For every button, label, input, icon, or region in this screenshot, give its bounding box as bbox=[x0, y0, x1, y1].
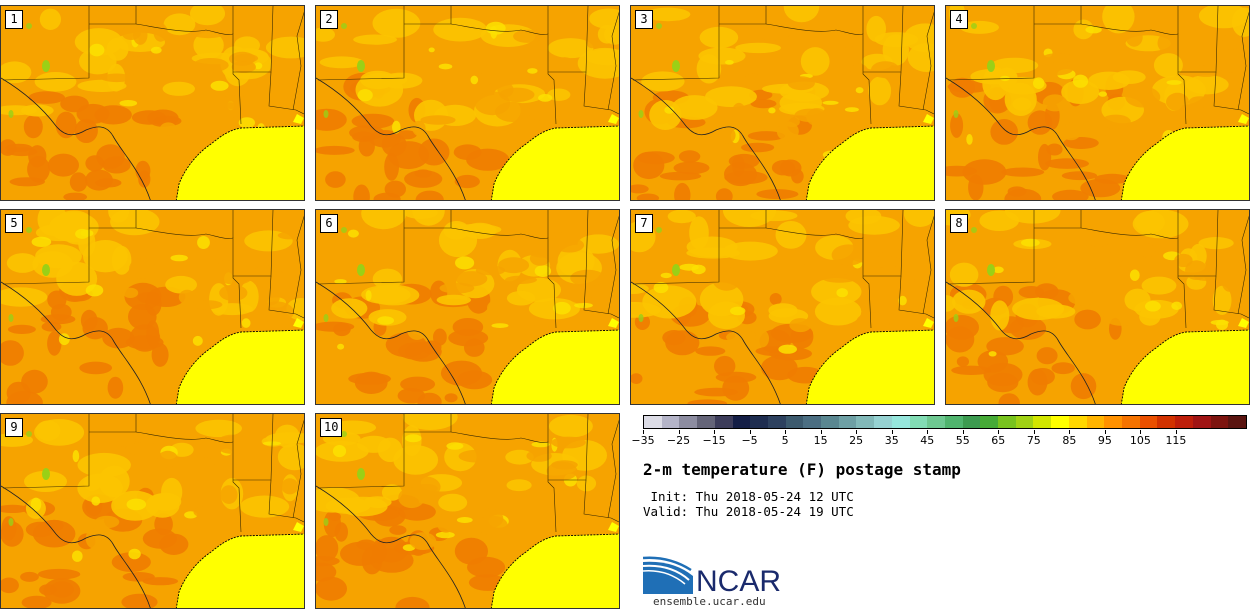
colorbar-swatch bbox=[838, 416, 857, 428]
ensemble-member-panel[interactable]: 7 bbox=[630, 209, 935, 405]
colorbar-tick-label: 105 bbox=[1129, 434, 1151, 447]
colorbar-tick-label: 85 bbox=[1062, 434, 1077, 447]
colorbar-tick-label: −15 bbox=[702, 434, 726, 447]
colorbar-tick-label: 95 bbox=[1097, 434, 1112, 447]
colorbar-swatch bbox=[661, 416, 680, 428]
colorbar-ticks: −35 −25 −15 −5 5 15 25 35 45 55 65 75 85 95 105 115 bbox=[631, 430, 1247, 452]
member-number-label: 2 bbox=[320, 10, 338, 29]
colorbar-swatch bbox=[679, 416, 698, 428]
plot-title: 2-m temperature (F) postage stamp bbox=[643, 460, 961, 479]
member-number-label: 10 bbox=[320, 418, 343, 437]
colorbar-swatch bbox=[998, 416, 1016, 428]
colorbar-tick bbox=[1069, 430, 1071, 434]
ensemble-member-panel[interactable]: 6 bbox=[315, 209, 620, 405]
colorbar-swatch bbox=[1192, 416, 1211, 428]
colorbar-swatch bbox=[1051, 416, 1069, 428]
colorbar-swatch bbox=[1104, 416, 1122, 428]
colorbar-tick bbox=[749, 430, 751, 434]
colorbar-tick-label: 115 bbox=[1165, 434, 1187, 447]
colorbar-tick bbox=[856, 430, 858, 434]
member-number-label: 9 bbox=[5, 418, 23, 437]
colorbar-swatch bbox=[644, 416, 662, 428]
ensemble-member-panel[interactable]: 9 bbox=[0, 413, 305, 609]
colorbar-tick-label: −5 bbox=[741, 434, 758, 447]
colorbar-tick bbox=[714, 430, 716, 434]
colorbar-swatch bbox=[1157, 416, 1176, 428]
colorbar-swatch bbox=[1121, 416, 1140, 428]
colorbar-swatch bbox=[821, 416, 839, 428]
member-number-label: 4 bbox=[950, 10, 968, 29]
ensemble-member-panel[interactable]: 10 bbox=[315, 413, 620, 609]
ensemble-member-panel[interactable]: 8 bbox=[945, 209, 1250, 405]
valid-time: Valid: Thu 2018-05-24 19 UTC bbox=[643, 504, 854, 519]
colorbar-tick bbox=[1175, 430, 1177, 434]
colorbar-swatch bbox=[944, 416, 963, 428]
colorbar-tick bbox=[643, 430, 644, 434]
colorbar-tick-label: 45 bbox=[920, 434, 935, 447]
colorbar-tick-label: 5 bbox=[781, 434, 789, 447]
colorbar-swatch bbox=[1086, 416, 1105, 428]
colorbar-swatch bbox=[750, 416, 768, 428]
temperature-colorbar bbox=[643, 415, 1247, 429]
colorbar-swatch bbox=[714, 416, 733, 428]
colorbar-swatch bbox=[1033, 416, 1052, 428]
colorbar-tick-label: 55 bbox=[955, 434, 970, 447]
ensemble-member-panel[interactable]: 4 bbox=[945, 5, 1250, 201]
colorbar-swatch bbox=[1210, 416, 1229, 428]
colorbar-tick bbox=[891, 430, 893, 434]
colorbar-swatch bbox=[874, 416, 892, 428]
colorbar-swatch bbox=[1068, 416, 1087, 428]
ensemble-member-panel[interactable]: 5 bbox=[0, 209, 305, 405]
colorbar-tick-label: −25 bbox=[666, 434, 691, 447]
colorbar-tick bbox=[678, 430, 680, 434]
colorbar-swatch bbox=[697, 416, 715, 428]
member-number-label: 5 bbox=[5, 214, 23, 233]
colorbar-tick bbox=[1033, 430, 1035, 434]
colorbar-swatch bbox=[1139, 416, 1158, 428]
member-number-label: 3 bbox=[635, 10, 653, 29]
ensemble-member-panel[interactable]: 1 bbox=[0, 5, 305, 201]
member-number-label: 6 bbox=[320, 214, 338, 233]
ensemble-member-panel[interactable]: 2 bbox=[315, 5, 620, 201]
website-url: ensemble.ucar.edu bbox=[653, 595, 766, 608]
colorbar-tick bbox=[962, 430, 964, 434]
ncar-logo: NCAR bbox=[642, 554, 793, 598]
colorbar-swatch bbox=[980, 416, 999, 428]
colorbar-tick bbox=[820, 430, 822, 434]
colorbar-tick bbox=[1104, 430, 1106, 434]
ncar-logo-text: NCAR bbox=[696, 565, 781, 596]
colorbar-swatch bbox=[767, 416, 786, 428]
colorbar-tick-label: 15 bbox=[813, 434, 828, 447]
member-number-label: 7 bbox=[635, 214, 653, 233]
colorbar-swatch bbox=[856, 416, 875, 428]
colorbar-swatch bbox=[927, 416, 945, 428]
colorbar-tick-label: −35 bbox=[631, 434, 655, 447]
colorbar-tick bbox=[998, 430, 1000, 434]
member-number-label: 8 bbox=[950, 214, 968, 233]
colorbar-swatch bbox=[785, 416, 804, 428]
colorbar-swatch bbox=[1175, 416, 1193, 428]
init-time: Init: Thu 2018-05-24 12 UTC bbox=[643, 489, 854, 504]
colorbar-swatch bbox=[1015, 416, 1034, 428]
colorbar-tick-label: 65 bbox=[991, 434, 1006, 447]
colorbar-swatch bbox=[909, 416, 928, 428]
colorbar-swatch bbox=[803, 416, 822, 428]
colorbar-swatch bbox=[891, 416, 910, 428]
colorbar-swatch bbox=[1228, 416, 1246, 428]
colorbar-tick bbox=[1140, 430, 1142, 434]
ensemble-member-panel[interactable]: 3 bbox=[630, 5, 935, 201]
colorbar-tick-label: 75 bbox=[1026, 434, 1041, 447]
colorbar-tick-label: 35 bbox=[884, 434, 899, 447]
member-number-label: 1 bbox=[5, 10, 23, 29]
colorbar-tick-label: 25 bbox=[849, 434, 864, 447]
colorbar-tick bbox=[785, 430, 787, 434]
colorbar-swatch bbox=[962, 416, 981, 428]
colorbar-swatch bbox=[732, 416, 751, 428]
colorbar-tick bbox=[927, 430, 929, 434]
